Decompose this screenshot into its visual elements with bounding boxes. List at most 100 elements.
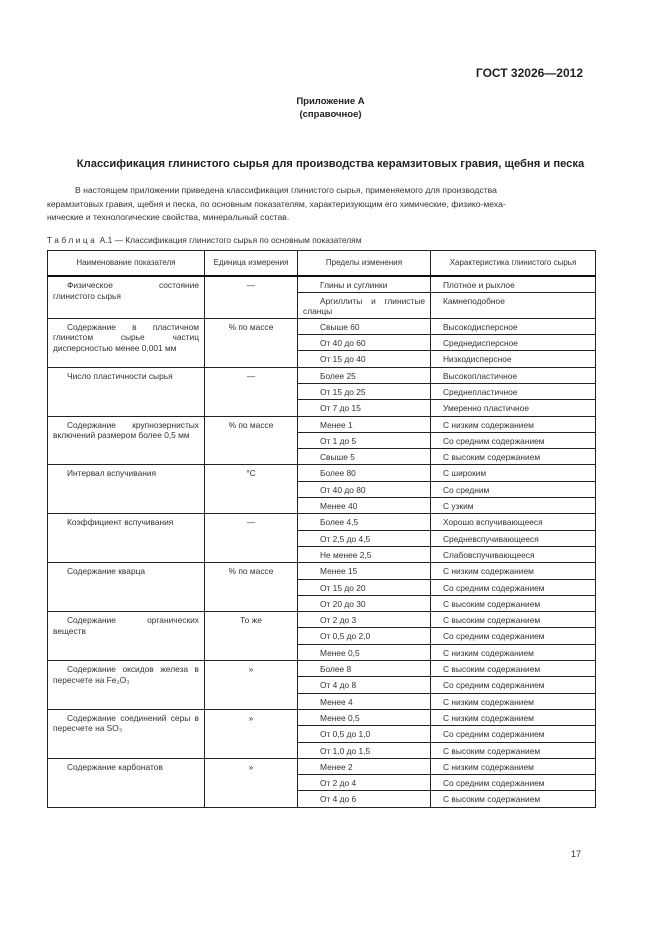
range-value: Менее 2 [297,757,431,776]
range-value: От 20 до 30 [297,594,431,613]
characteristic: Слабовспучивающееся [430,545,596,564]
characteristic: С низким содержанием [430,708,596,727]
unit-of-measure: % по массе [204,317,298,368]
table-caption: Таблица А.1 — Классификация глинистого с… [47,235,361,245]
indicator-name: Содержание крупнозернистых включений раз… [47,415,205,466]
table-row: От 15 до 40 Низкодисперсное [48,350,596,368]
table-row: От 15 до 20 Со средним содержанием [48,578,596,596]
unit-of-measure: » [204,757,298,808]
standard-number: ГОСТ 32026—2012 [475,66,583,80]
characteristic: Камнеподобное [430,291,596,319]
caption-text: А.1 — Классификация глинистого сырья по … [97,235,362,245]
page-number: 17 [571,849,582,859]
indicator-name: Содержание оксидов железа в пересчете на… [47,660,205,710]
characteristic: Со средним содержанием [430,578,596,596]
range-value: От 15 до 40 [297,350,431,368]
characteristic: Со средним содержанием [430,774,596,792]
range-value: От 15 до 20 [297,578,431,596]
range-value: Менее 15 [297,562,431,580]
table-row: От 0,5 до 2,0 Со средним содержанием [48,627,596,645]
characteristic: Высокодисперсное [430,317,596,336]
table-row: От 1 до 5 Со средним содержанием [48,431,596,450]
range-value: От 4 до 6 [297,790,431,808]
indicator-name: Содержание кварца [47,562,205,613]
range-value: От 2 до 4 [297,774,431,792]
characteristic: С широким [430,464,596,482]
range-value: Свыше 5 [297,448,431,466]
classification-table: Наименование показателя Единица измерени… [47,250,596,808]
characteristic: Со средним содержанием [430,725,596,743]
range-value: От 40 до 80 [297,480,431,499]
range-value: Более 8 [297,660,431,678]
range-value: От 1,0 до 1,5 [297,741,431,759]
intro-line: нические и технологические свойства, мин… [47,212,290,222]
characteristic: Хорошо вспучивающееся [430,513,596,531]
table-row: Содержание соединений серы в пересчете н… [47,708,596,759]
characteristic: С высоким содержанием [430,660,596,678]
range-value: Свыше 60 [297,317,431,336]
unit-of-measure: То же [204,611,298,662]
annex-title: Приложение А [296,96,365,107]
range-value: От 1 до 5 [297,431,431,450]
intro-paragraph: В настоящем приложении приведена классиф… [47,184,595,225]
intro-line: В настоящем приложении приведена классиф… [75,185,497,195]
characteristic: С высоким содержанием [430,790,596,808]
range-value: От 2,5 до 4,5 [297,529,431,547]
range-value: Глины и суглинки [297,275,431,293]
table-row: Содержание в пластичном глинистом сырье … [47,317,596,368]
caption-label: Таблица [47,235,98,245]
characteristic: Средневспучивающееся [430,529,596,547]
annex-note: (справочное) [299,109,362,120]
characteristic: С низким содержанием [430,643,596,662]
unit-of-measure: °С [204,464,298,515]
characteristic: Среднедисперсное [430,334,596,352]
indicator-name: Содержание соединений серы в пересчете н… [47,708,205,759]
characteristic: Среднепластичное [430,382,596,401]
range-value: От 40 до 60 [297,334,431,352]
unit-of-measure: % по массе [204,415,298,466]
range-value: Более 25 [297,366,431,384]
characteristic: С высоким содержанием [430,741,596,759]
range-value: От 0,5 до 2,0 [297,627,431,645]
page-title: Классификация глинистого сырья для произ… [76,158,585,170]
table-row: От 15 до 25 Среднепластичное [48,382,596,401]
table-row: Содержание оксидов железа в пересчете на… [47,660,596,710]
range-value: Менее 40 [297,497,431,515]
annex-heading: Приложение А (справочное) [0,95,661,121]
table-row: От 1,0 до 1,5 С высоким содержанием [48,741,596,759]
indicator-name: Интервал вспучивания [47,464,205,515]
table-row: Число пластичности сырья — Более 25 Высокоп… [47,366,596,417]
indicator-name: Содержание органических веществ [47,611,205,662]
characteristic: С высоким содержанием [430,611,596,629]
table-row: Содержание крупнозернистых включений раз… [47,415,596,466]
column-header: Наименование показателя [47,250,205,277]
unit-of-measure: % по массе [204,562,298,613]
range-value: Более 80 [297,464,431,482]
characteristic: Со средним [430,480,596,499]
indicator-name: Содержание в пластичном глинистом сырье … [47,317,205,368]
characteristic: С низким содержанием [430,757,596,776]
unit-of-measure: — [204,366,298,417]
column-header: Единица измерения [204,250,298,277]
table-row: От 2,5 до 4,5 Средневспучивающееся [48,529,596,547]
range-value: От 4 до 8 [297,676,431,694]
range-value: От 2 до 3 [297,611,431,629]
indicator-name: Число пластичности сырья [47,366,205,417]
range-value: Более 4,5 [297,513,431,531]
range-value: От 7 до 15 [297,399,431,417]
characteristic: Плотное и рыхлое [430,275,596,293]
table-row: От 4 до 8 Со средним содержанием [48,676,596,694]
table-header-row: Наименование показателя Единица измерени… [47,250,596,277]
characteristic: С низким содержанием [430,562,596,580]
indicator-name: Физическое состояние глинистого сырья [47,275,205,319]
unit-of-measure: — [204,513,298,564]
table-row: Не менее 2,5 Слабовспучивающееся [48,545,596,564]
table-row: Коэффициент вспучивания — Более 4,5 Хорошо … [47,513,596,564]
characteristic: С узким [430,497,596,515]
range-value: От 0,5 до 1,0 [297,725,431,743]
unit-of-measure: » [204,708,298,759]
